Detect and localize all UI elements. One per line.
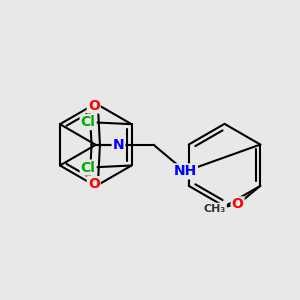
Text: Cl: Cl <box>81 115 96 129</box>
Text: N: N <box>113 138 124 152</box>
Text: O: O <box>88 177 100 191</box>
Text: Cl: Cl <box>81 160 96 175</box>
Text: O: O <box>88 99 100 112</box>
Text: O: O <box>232 197 244 212</box>
Text: NH: NH <box>174 164 197 178</box>
Text: CH₃: CH₃ <box>204 204 226 214</box>
